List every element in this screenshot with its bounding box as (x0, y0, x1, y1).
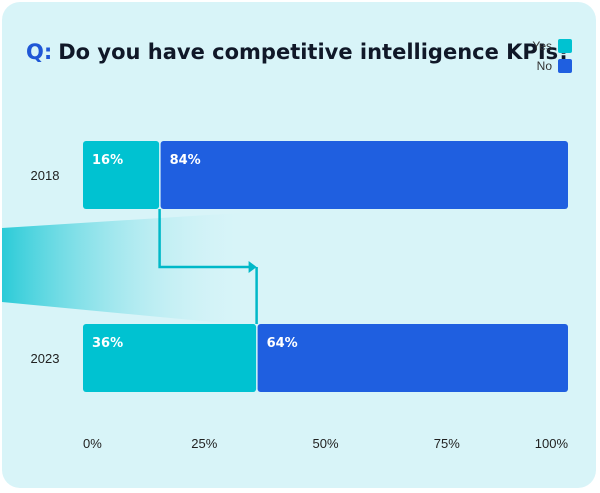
bar-yes-2023 (83, 324, 257, 392)
x-tick-label-100: 100% (535, 436, 569, 451)
legend: Yes No (526, 36, 572, 76)
legend-swatch-no (558, 59, 572, 73)
x-tick-label-50: 50% (312, 436, 338, 451)
x-tick-label-0: 0% (83, 436, 102, 451)
bar-yes-2018 (83, 141, 160, 209)
data-label-no-2018: 84% (170, 153, 201, 168)
bar-no-2018 (160, 141, 568, 209)
category-label-2023: 2023 (31, 351, 60, 366)
data-label-yes-2018: 16% (92, 153, 123, 168)
question-prefix: Q: (26, 40, 53, 64)
legend-item-no: No (526, 56, 572, 76)
data-label-no-2023: 64% (267, 336, 298, 351)
data-label-yes-2023: 36% (92, 336, 123, 351)
legend-label-yes: Yes (532, 39, 552, 53)
legend-item-yes: Yes (526, 36, 572, 56)
growth-connector (158, 209, 251, 269)
category-label-2018: 2018 (31, 168, 60, 183)
legend-swatch-yes (558, 39, 572, 53)
x-tick-label-75: 75% (434, 436, 460, 451)
decorative-beam (2, 212, 255, 326)
question-text: Do you have competitive intelligence KPI… (58, 40, 571, 64)
bar-no-2023 (257, 324, 568, 392)
chart-title: Q: Do you have competitive intelligence K… (26, 40, 570, 64)
growth-arrow-head (248, 261, 257, 273)
x-tick-label-25: 25% (191, 436, 217, 451)
legend-label-no: No (536, 59, 552, 73)
